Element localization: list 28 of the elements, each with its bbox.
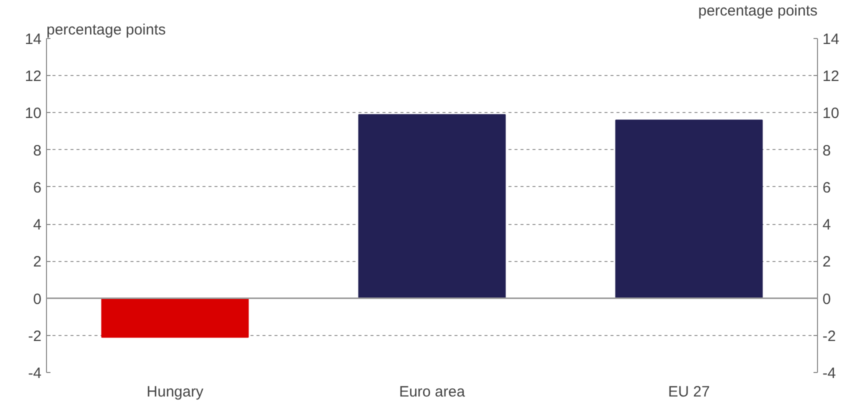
y2-tick-label: 2	[822, 254, 831, 271]
y2-tick-label: -4	[822, 365, 836, 382]
y-tick-label: 12	[24, 68, 42, 86]
x-tick-label: EU 27	[668, 384, 710, 400]
y-tick-label: 8	[33, 142, 42, 160]
bar	[358, 114, 506, 299]
y-axis-title: percentage points	[46, 22, 166, 38]
y-tick-label: 2	[33, 254, 42, 271]
y-tick-label: 4	[33, 216, 42, 234]
x-tick-label: Euro area	[399, 384, 466, 400]
y-tick-label: 14	[24, 31, 42, 48]
y2-tick-label: 14	[822, 31, 840, 48]
y-tick-label: -2	[28, 328, 42, 345]
y2-tick-label: 8	[822, 142, 831, 160]
y2-axis-title: percentage points	[698, 2, 818, 20]
bar	[101, 298, 249, 338]
y2-tick-label: -2	[822, 328, 836, 345]
bar	[615, 120, 763, 299]
y-tick-label: -4	[28, 365, 42, 382]
y2-tick-label: 6	[822, 179, 831, 196]
x-tick-label: Hungary	[146, 384, 204, 400]
y2-tick-label: 12	[822, 68, 840, 86]
y-tick-label: 0	[33, 290, 42, 308]
y-tick-label: 6	[33, 179, 42, 196]
y-tick-label: 10	[24, 105, 42, 122]
y2-tick-label: 0	[822, 290, 831, 308]
y2-tick-label: 4	[822, 216, 831, 234]
y2-tick-label: 10	[822, 105, 840, 122]
